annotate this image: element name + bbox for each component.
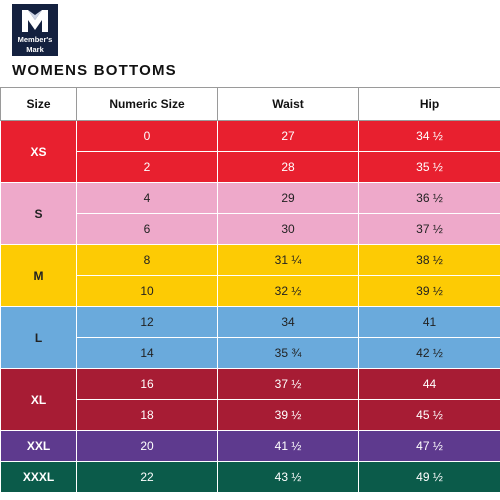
numeric-size-cell: 16: [76, 368, 218, 400]
waist-cell: 41 ½: [217, 430, 359, 462]
size-label-cell: XL: [0, 368, 77, 431]
size-chart-body: XS 0 27 34 ½ 2 28 35 ½ S 4 29 36 ½ 6 30 37 ½ M 8 31 ¼ 38 …: [0, 120, 500, 493]
numeric-size-cell: 20: [76, 430, 218, 462]
size-label-cell: XS: [0, 120, 77, 183]
header-waist: Waist: [217, 87, 359, 121]
hip-cell: 38 ½: [358, 244, 500, 276]
members-mark-m-icon: [22, 10, 48, 32]
hip-cell: 45 ½: [358, 399, 500, 431]
waist-cell: 39 ½: [217, 399, 359, 431]
header-numeric-size: Numeric Size: [76, 87, 218, 121]
numeric-size-cell: 14: [76, 337, 218, 369]
numeric-size-cell: 22: [76, 461, 218, 493]
table-row: XXL 20 41 ½ 47 ½: [0, 430, 500, 462]
hip-cell: 35 ½: [358, 151, 500, 183]
numeric-size-cell: 18: [76, 399, 218, 431]
size-label-cell: L: [0, 306, 77, 369]
hip-cell: 39 ½: [358, 275, 500, 307]
size-chart-table: Size Numeric Size Waist Hip XS 0 27 34 ½ 2 28…: [0, 87, 500, 493]
waist-cell: 32 ½: [217, 275, 359, 307]
numeric-size-cell: 10: [76, 275, 218, 307]
table-row: M 8 31 ¼ 38 ½: [0, 244, 500, 307]
hip-cell: 49 ½: [358, 461, 500, 493]
waist-cell: 37 ½: [217, 368, 359, 400]
hip-cell: 42 ½: [358, 337, 500, 369]
header-size: Size: [0, 87, 77, 121]
header-hip: Hip: [358, 87, 500, 121]
size-label-cell: XXL: [0, 430, 77, 462]
logo-text-line1: Member's: [17, 35, 53, 44]
hip-cell: 37 ½: [358, 213, 500, 245]
table-row: 14 35 ¾ 42 ½: [1, 337, 500, 369]
size-label-cell: M: [0, 244, 77, 307]
numeric-size-cell: 4: [76, 182, 218, 214]
numeric-size-cell: 6: [76, 213, 218, 245]
table-row: XXXL 22 43 ½ 49 ½: [0, 461, 500, 493]
table-row: XL 16 37 ½ 44: [0, 368, 500, 431]
hip-cell: 47 ½: [358, 430, 500, 462]
members-mark-logo: Member's Mark: [12, 4, 58, 56]
header-row: Size Numeric Size Waist Hip: [0, 87, 500, 121]
waist-cell: 31 ¼: [217, 244, 359, 276]
table-row: L 12 34 41: [0, 306, 500, 369]
waist-cell: 35 ¾: [217, 337, 359, 369]
table-row: XS 0 27 34 ½: [0, 120, 500, 183]
size-label-cell: XXXL: [0, 461, 77, 493]
waist-cell: 43 ½: [217, 461, 359, 493]
table-row: S 4 29 36 ½: [0, 182, 500, 245]
numeric-size-cell: 8: [76, 244, 218, 276]
waist-cell: 28: [217, 151, 359, 183]
numeric-size-cell: 0: [76, 120, 218, 152]
logo-text-line2: Mark: [26, 45, 44, 54]
waist-cell: 34: [217, 306, 359, 338]
size-label-cell: S: [0, 182, 77, 245]
page-title: WOMENS BOTTOMS: [12, 62, 177, 79]
hip-cell: 36 ½: [358, 182, 500, 214]
hip-cell: 34 ½: [358, 120, 500, 152]
waist-cell: 29: [217, 182, 359, 214]
table-row: 10 32 ½ 39 ½: [1, 275, 500, 307]
hip-cell: 44: [358, 368, 500, 400]
waist-cell: 30: [217, 213, 359, 245]
numeric-size-cell: 2: [76, 151, 218, 183]
waist-cell: 27: [217, 120, 359, 152]
hip-cell: 41: [358, 306, 500, 338]
numeric-size-cell: 12: [76, 306, 218, 338]
